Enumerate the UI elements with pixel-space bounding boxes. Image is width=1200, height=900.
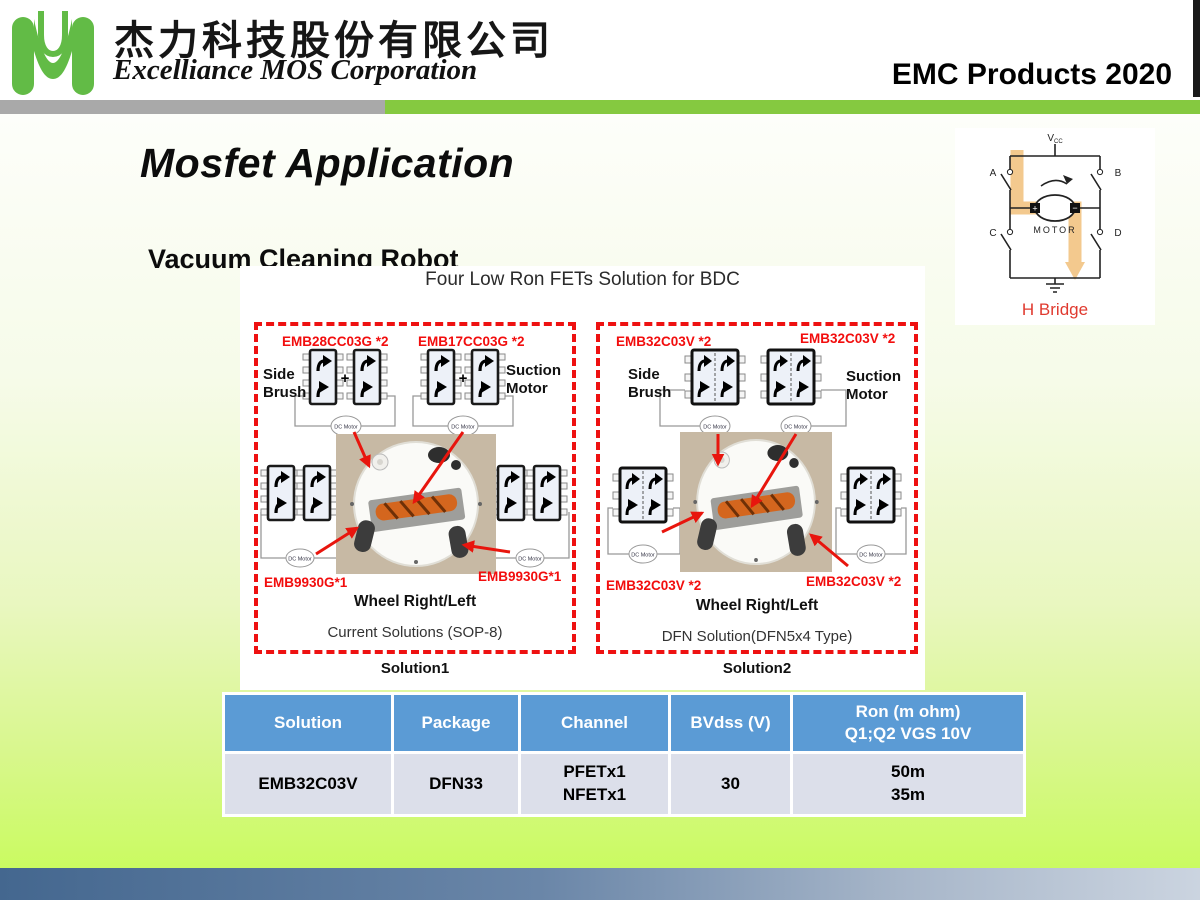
plus-sign: + [341,370,350,387]
svg-text:DC Motor: DC Motor [288,557,312,563]
dc-motor-icons: DC Motor DC Motor DC Motor DC Motor [628,415,886,564]
logo-u-shape [38,11,68,58]
part-number: EMB32C03V *2 [800,331,896,346]
page-title: Mosfet Application [140,140,515,186]
rotation-arrowhead [1063,175,1073,184]
svg-text:DC Motor: DC Motor [631,553,655,559]
bottom-bar [0,868,1200,900]
solution1-name: Solution1 [380,660,450,677]
svg-text:DC Motor: DC Motor [859,553,883,559]
switch-contacts [1006,168,1104,236]
company-name-chinese: 杰力科技股份有限公司 [114,18,554,63]
vcc-label: VCC [1047,133,1063,145]
col-header-solution: Solution [225,695,391,751]
product-year-title: EMC Products 2020 [891,58,1172,91]
svg-text:DC Motor: DC Motor [518,557,542,563]
switch-c-label: C [989,228,996,239]
col-header-bvdss: BVdss (V) [671,695,790,751]
robot-photo [680,432,832,572]
wheel-label: Wheel Right/Left [353,593,477,610]
switch-b-label: B [1115,168,1122,179]
svg-text:−: − [1072,203,1077,213]
cell-solution: EMB32C03V [225,754,391,814]
solution2-box: DC Motor DC Motor DC Motor DC Motor [596,322,918,654]
svg-text:DC Motor: DC Motor [334,425,358,431]
plus-sign: + [459,370,468,387]
part-number: EMB32C03V *2 [806,574,902,589]
header: 杰力科技股份有限公司 Excelliance MOS Corporation E… [0,0,1200,103]
company-name-english: Excelliance MOS Corporation [113,54,478,86]
h-bridge-diagram: + − VCC A B C D MOTOR [989,133,1122,293]
switch-a-label: A [990,168,997,179]
svg-text:DC Motor: DC Motor [784,425,808,431]
spec-table: Solution Package Channel BVdss (V) Ron (… [222,692,1026,817]
cell-package: DFN33 [394,754,518,814]
cell-ron: 50m 35m [793,754,1023,814]
svg-text:DC Motor: DC Motor [703,425,727,431]
solution2-name: Solution2 [722,660,792,677]
svg-text:+: + [1032,204,1037,214]
solution2-diagram: DC Motor DC Motor DC Motor DC Motor [607,348,907,572]
part-number: EMB32C03V *2 [616,334,712,349]
part-number: EMB9930G*1 [478,569,562,584]
table-row: EMB32C03V DFN33 PFETx1 NFETx1 30 50m 35m [225,754,1023,814]
company-logo-icon [12,11,94,95]
motor-symbol: + − [1030,194,1080,222]
red-arrow-icons [315,431,511,556]
h-bridge-panel: + − VCC A B C D MOTOR H Bridge [955,128,1155,325]
part-number: EMB9930G*1 [264,575,348,590]
col-header-package: Package [394,695,518,751]
solutions-panel: Four Low Ron FETs Solution for BDC [240,266,925,690]
part-number: EMB32C03V *2 [606,578,702,593]
h-bridge-circuit [1000,144,1102,293]
panel-title: Four Low Ron FETs Solution for BDC [425,269,740,290]
svg-text:DC Motor: DC Motor [451,425,475,431]
cell-bvdss: 30 [671,754,790,814]
part-number: EMB28CC03G *2 [282,334,389,349]
solution2-caption: DFN Solution(DFN5x4 Type) [661,628,853,645]
logo-m-shape [12,17,94,95]
switch-d-label: D [1114,228,1121,239]
header-divider-green [385,100,1200,114]
suction-motor-label: Suction Motor [506,362,561,397]
red-arrow-icons [661,433,849,568]
table-header-row: Solution Package Channel BVdss (V) Ron (… [225,695,1023,751]
suction-motor-label: Suction Motor [846,368,901,403]
header-divider-gray [0,100,385,114]
motor-label: MOTOR [1033,225,1076,235]
h-bridge-title: H Bridge [1021,300,1089,319]
wheel-label: Wheel Right/Left [695,597,819,614]
cell-channel: PFETx1 NFETx1 [521,754,668,814]
side-brush-label: Side Brush [263,366,307,401]
col-header-ron: Ron (m ohm) Q1;Q2 VGS 10V [793,695,1023,751]
robot-photo [336,434,496,574]
corner-strip [1193,0,1200,97]
col-header-channel: Channel [521,695,668,751]
solution1-caption: Current Solutions (SOP-8) [327,624,503,641]
solution1-diagram: + + DC Motor DC Motor DC Motor DC Motor [259,348,570,574]
part-number: EMB17CC03G *2 [418,334,525,349]
solution1-box: + + DC Motor DC Motor DC Motor DC Motor [254,322,576,654]
side-brush-label: Side Brush [628,366,672,401]
